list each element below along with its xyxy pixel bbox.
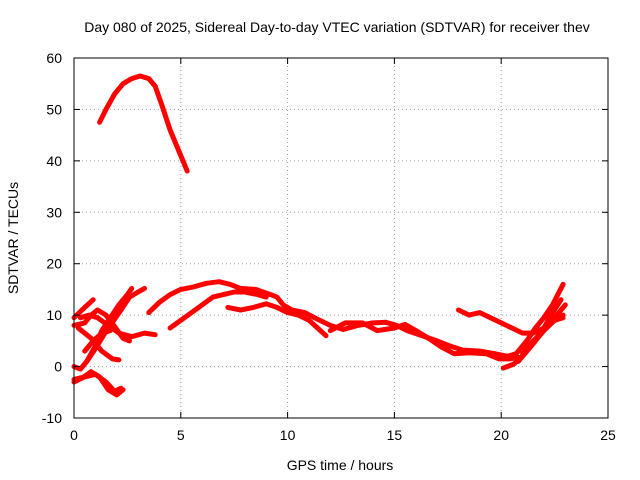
y-tick-label: 0: [54, 359, 62, 375]
series-line-11: [77, 312, 158, 340]
x-tick-label: 5: [177, 427, 185, 443]
series-line-5: [327, 320, 521, 362]
y-tick-label: 30: [46, 204, 62, 220]
x-tick-label: 20: [493, 427, 509, 443]
series-line-3: [167, 289, 269, 331]
y-tick-label: 40: [46, 153, 62, 169]
y-axis-label: SDTVAR / TECUs: [5, 182, 21, 294]
y-tick-label: 20: [46, 256, 62, 272]
y-tick-label: 60: [46, 50, 62, 66]
grid-lines: [74, 58, 608, 418]
x-tick-label: 15: [387, 427, 403, 443]
series-group: [71, 73, 568, 398]
plot-frame: [73, 57, 609, 419]
series-line-4: [225, 301, 329, 339]
series-line-1: [97, 73, 190, 174]
axis-ticks: 0 5 10 15 20 25 -10 0 10 20 30 40 50 60: [42, 50, 616, 443]
chart-title: Day 080 of 2025, Sidereal Day-to-day VTE…: [84, 19, 590, 35]
series-line-10: [75, 325, 122, 363]
series-line-13: [82, 328, 113, 354]
series-line-18: [520, 315, 566, 357]
y-tick-label: -10: [42, 410, 62, 426]
x-tick-label: 10: [280, 427, 296, 443]
x-tick-label: 25: [600, 427, 616, 443]
series-line-8: [71, 297, 96, 321]
series-line-2: [146, 279, 566, 359]
x-tick-label: 0: [70, 427, 78, 443]
x-axis-label: GPS time / hours: [287, 457, 394, 473]
series-line-12: [84, 285, 147, 364]
y-tick-label: 10: [46, 307, 62, 323]
y-tick-label: 50: [46, 101, 62, 117]
series-line-14: [71, 369, 126, 398]
